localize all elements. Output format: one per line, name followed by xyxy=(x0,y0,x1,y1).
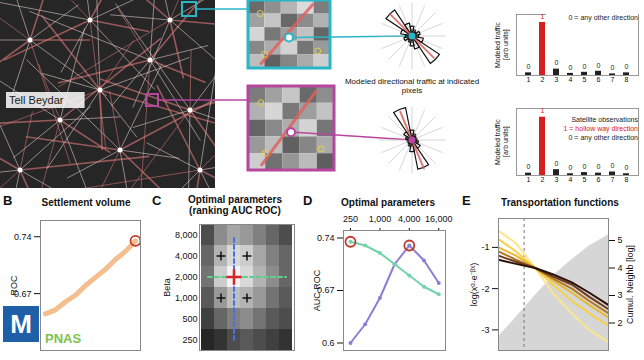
svg-text:0: 0 xyxy=(597,61,601,68)
svg-text:1,000: 1,000 xyxy=(175,293,198,303)
html-text:Modeled directional traffic at: Modeled directional traffic at indicated… xyxy=(344,77,480,95)
svg-text:-3: -3 xyxy=(481,325,489,335)
svg-text:1: 1 xyxy=(541,13,545,20)
svg-text:Tell Beydar: Tell Beydar xyxy=(9,94,64,106)
html-text:Modeled traffic [arb units]: Modeled traffic [arb units] xyxy=(494,22,509,68)
html-text:B: B xyxy=(3,193,13,208)
svg-text:0.74: 0.74 xyxy=(317,233,335,243)
svg-text:3: 3 xyxy=(618,290,623,300)
html-text:C: C xyxy=(152,193,162,208)
html-text:Transportation functions: Transportation functions xyxy=(501,197,619,208)
html-text:Optimal parameters: Optimal parameters xyxy=(341,197,435,208)
svg-text:1: 1 xyxy=(527,76,531,83)
svg-text:1: 1 xyxy=(527,176,531,183)
svg-text:1: 1 xyxy=(541,107,545,114)
svg-text:0.74: 0.74 xyxy=(14,232,32,242)
svg-text:7: 7 xyxy=(611,176,615,183)
svg-text:Beta: Beta xyxy=(162,278,172,297)
svg-text:8: 8 xyxy=(625,176,629,183)
svg-text:4: 4 xyxy=(569,176,573,183)
html-text:0 = any other direction: 0 = any other direction xyxy=(568,134,638,141)
svg-text:500: 500 xyxy=(182,314,197,324)
svg-text:5: 5 xyxy=(583,176,587,183)
svg-text:3: 3 xyxy=(555,176,559,183)
svg-text:7: 7 xyxy=(611,76,615,83)
svg-text:AUC ROC: AUC ROC xyxy=(312,269,322,311)
svg-text:-1: -1 xyxy=(481,242,489,252)
svg-text:5: 5 xyxy=(618,235,623,245)
svg-text:0: 0 xyxy=(555,59,559,66)
svg-text:0.67: 0.67 xyxy=(317,285,335,296)
html-text:D: D xyxy=(303,193,313,208)
svg-text:Cumul. Neighb [log]: Cumul. Neighb [log] xyxy=(625,245,635,324)
svg-text:0: 0 xyxy=(569,164,573,171)
svg-text:4: 4 xyxy=(618,263,623,273)
svg-text:0: 0 xyxy=(527,63,531,70)
svg-text:0: 0 xyxy=(527,163,531,170)
svg-text:6: 6 xyxy=(597,76,601,83)
svg-text:3: 3 xyxy=(555,76,559,83)
svg-text:8: 8 xyxy=(625,76,629,83)
svg-text:0: 0 xyxy=(583,63,587,70)
svg-text:8,000: 8,000 xyxy=(175,230,198,240)
html-text:Settlement volume: Settlement volume xyxy=(41,197,131,208)
svg-text:4,000: 4,000 xyxy=(175,251,198,261)
svg-text:16,000: 16,000 xyxy=(425,214,453,224)
svg-text:-2: -2 xyxy=(481,284,489,294)
svg-text:0: 0 xyxy=(625,63,629,70)
html-text:M: M xyxy=(10,309,32,339)
svg-text:0: 0 xyxy=(569,64,573,71)
svg-text:250: 250 xyxy=(182,335,197,345)
html-text:Satellite observations: Satellite observations xyxy=(571,116,638,123)
svg-text:2,000: 2,000 xyxy=(175,272,198,282)
svg-text:0: 0 xyxy=(611,162,615,169)
html-text:PNAS: PNAS xyxy=(45,331,82,346)
svg-text:0: 0 xyxy=(555,160,559,167)
svg-text:0.6: 0.6 xyxy=(322,338,335,348)
svg-text:0: 0 xyxy=(625,164,629,171)
html-text:1 = hollow way direction: 1 = hollow way direction xyxy=(563,125,638,132)
html-text:E: E xyxy=(462,193,471,208)
svg-text:1,000: 1,000 xyxy=(369,214,392,224)
svg-text:2: 2 xyxy=(541,76,545,83)
svg-text:0.67: 0.67 xyxy=(14,288,32,299)
svg-text:0: 0 xyxy=(611,64,615,71)
svg-text:5: 5 xyxy=(583,76,587,83)
html-text:Optimal parameters (ranking AU: Optimal parameters (ranking AUC ROC) xyxy=(188,194,282,216)
svg-text:log(xᵅ·e⁻ᵝˣ): log(xᵅ·e⁻ᵝˣ) xyxy=(469,263,479,306)
svg-text:0: 0 xyxy=(583,163,587,170)
svg-text:2: 2 xyxy=(541,176,545,183)
svg-text:ROC: ROC xyxy=(9,275,19,296)
svg-text:6: 6 xyxy=(597,176,601,183)
html-text:Modeled traffic [arb units]: Modeled traffic [arb units] xyxy=(494,119,509,165)
svg-text:0: 0 xyxy=(597,163,601,170)
svg-text:4: 4 xyxy=(569,76,573,83)
html-text:0 = any other direction: 0 = any other direction xyxy=(568,14,638,21)
svg-text:2: 2 xyxy=(618,318,623,328)
svg-text:250: 250 xyxy=(343,214,358,224)
svg-text:4,000: 4,000 xyxy=(398,214,421,224)
